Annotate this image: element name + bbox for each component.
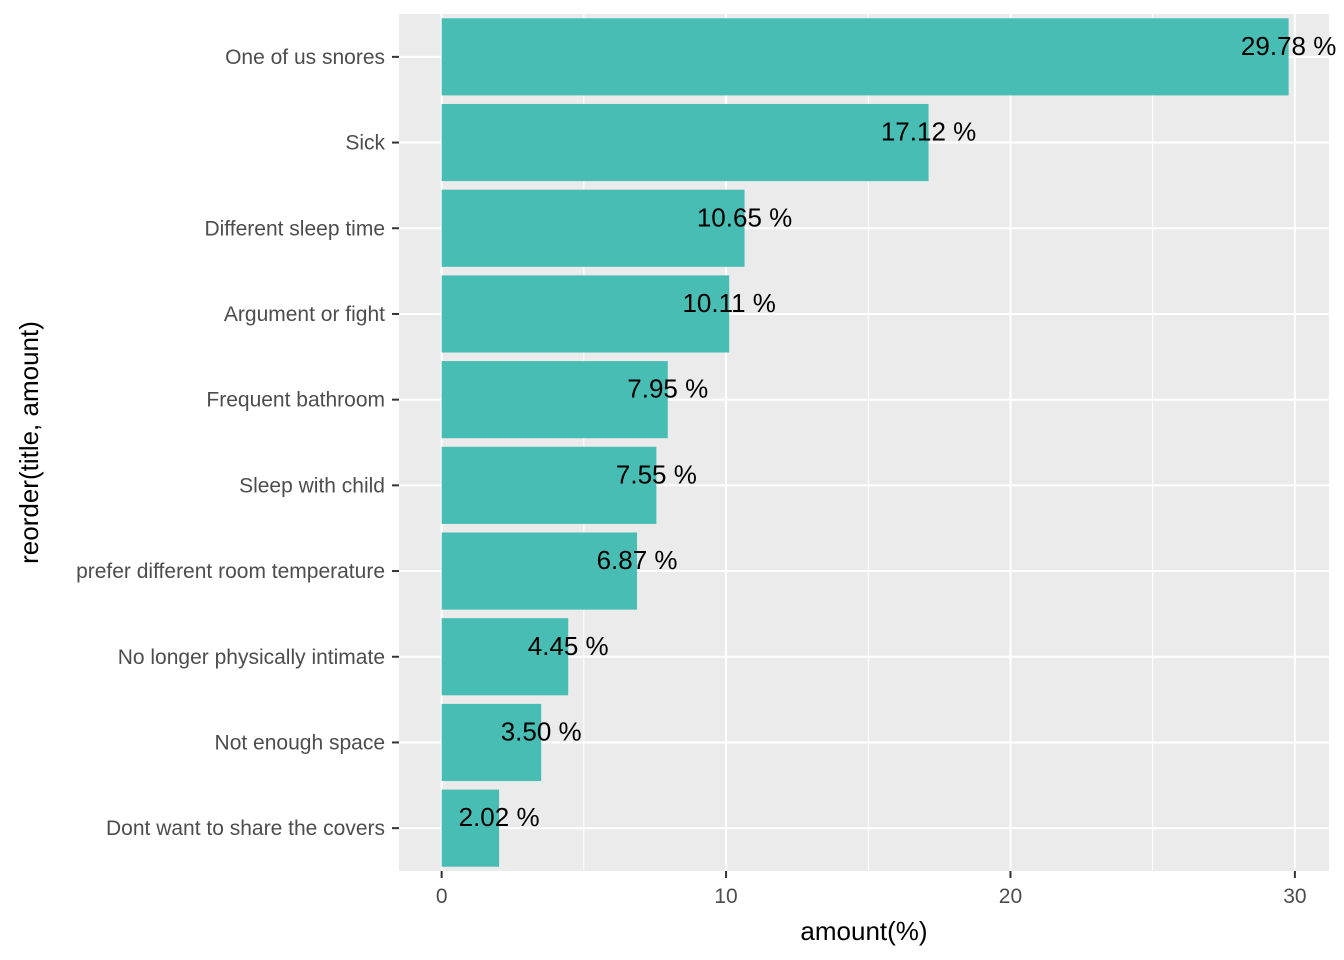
y-tick-label: Frequent bathroom xyxy=(206,389,385,412)
y-axis-title: reorder(title, amount) xyxy=(14,321,44,564)
bar-value-label: 3.50 % xyxy=(501,716,582,746)
y-axis: One of us snores Sick Different sleep time… xyxy=(76,46,399,840)
bar xyxy=(441,189,745,267)
y-tick-label: No longer physically intimate xyxy=(118,646,385,669)
bar-value-label: 29.78 % xyxy=(1241,31,1336,61)
y-tick-label: Sick xyxy=(345,132,385,155)
x-tick-label: 30 xyxy=(1283,885,1306,908)
bar xyxy=(441,532,638,610)
bar-value-label: 4.45 % xyxy=(528,631,609,661)
bar-value-label: 7.55 % xyxy=(616,459,697,489)
data-labels-group: 29.78 % 17.12 % 10.65 % 10.11 % 7.95 % 7.55 %… xyxy=(459,31,1337,832)
bar xyxy=(441,361,668,439)
y-tick-label: Argument or fight xyxy=(224,303,385,326)
bar xyxy=(441,103,929,182)
bar xyxy=(441,446,657,524)
bar-value-label: 7.95 % xyxy=(627,374,708,404)
bar xyxy=(441,703,542,782)
y-tick-label: Sleep with child xyxy=(239,474,385,497)
bar xyxy=(441,275,730,353)
bar-value-label: 2.02 % xyxy=(459,802,540,832)
x-tick-label: 10 xyxy=(714,885,737,908)
y-tick-label: prefer different room temperature xyxy=(76,560,385,583)
bar xyxy=(441,789,500,867)
bars-group xyxy=(441,18,1289,867)
x-axis: 0 10 20 30 xyxy=(436,871,1307,908)
y-tick-label: One of us snores xyxy=(225,46,385,69)
y-tick-label: Dont want to share the covers xyxy=(106,817,385,840)
bar xyxy=(441,18,1289,96)
y-tick-label: Different sleep time xyxy=(204,217,385,240)
x-axis-title: amount(%) xyxy=(800,916,927,946)
y-tick-label: Not enough space xyxy=(215,731,385,754)
x-tick-label: 0 xyxy=(436,885,448,908)
bar xyxy=(441,618,569,696)
bar-value-label: 6.87 % xyxy=(597,545,678,575)
x-tick-label: 20 xyxy=(999,885,1022,908)
bar-value-label: 17.12 % xyxy=(881,117,976,147)
bar-value-label: 10.65 % xyxy=(697,202,792,232)
bar-value-label: 10.11 % xyxy=(682,288,775,318)
